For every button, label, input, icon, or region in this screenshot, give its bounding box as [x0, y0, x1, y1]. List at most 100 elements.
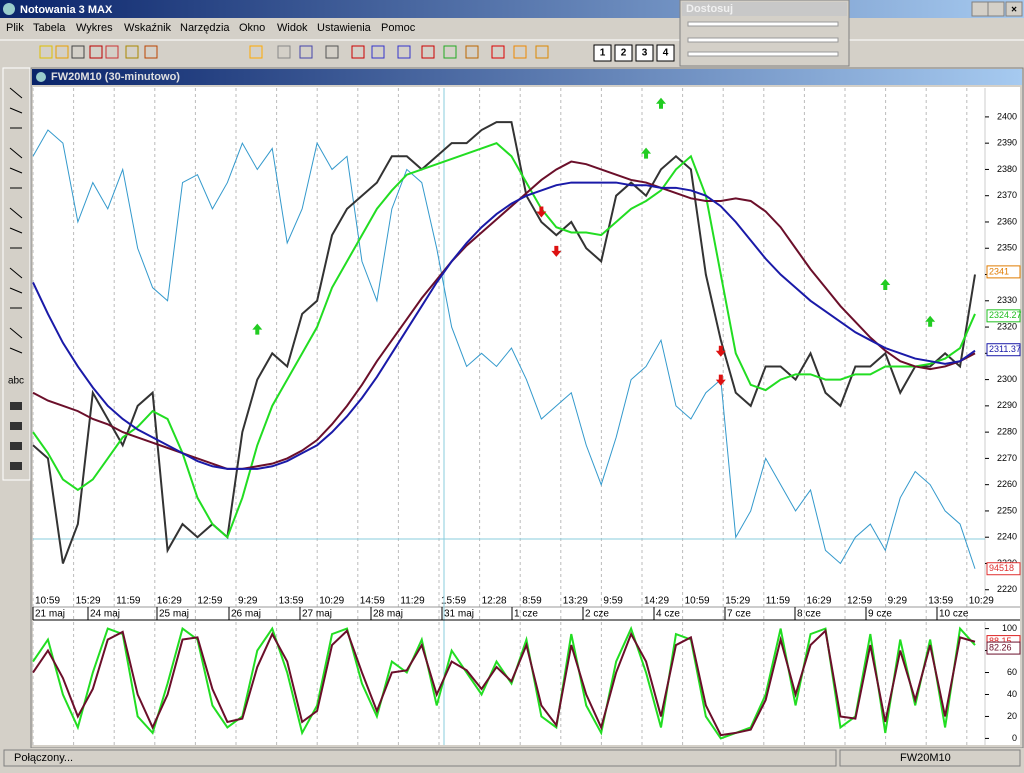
series-line	[32, 121, 976, 564]
number-button[interactable]	[593, 44, 612, 62]
menu-item[interactable]: Plik	[6, 22, 24, 34]
x-time-label: 12:59	[197, 596, 222, 607]
tool-icon[interactable]	[9, 267, 23, 279]
x-date-label: 21 maj	[35, 609, 65, 620]
y-tick-label: 40	[1007, 689, 1017, 699]
value-box-label: 2324.27	[989, 310, 1022, 320]
panel-title: Dostosuj	[686, 3, 733, 15]
tool-icon[interactable]	[535, 45, 549, 59]
tool-icon[interactable]	[10, 402, 22, 410]
x-time-label: 13:59	[279, 596, 304, 607]
y-tick-label: 2250	[997, 505, 1017, 515]
tool-icon[interactable]	[9, 207, 23, 219]
minimize[interactable]	[971, 1, 989, 17]
tool-icon[interactable]	[513, 45, 527, 59]
number-label: 2	[621, 48, 627, 59]
y-tick-label: 2260	[997, 479, 1017, 489]
value-box-label: 94518	[989, 563, 1014, 573]
series-line	[32, 628, 976, 737]
tool-icon[interactable]	[9, 327, 23, 339]
tool-icon[interactable]	[397, 45, 411, 59]
signal-arrow	[641, 147, 652, 159]
menu-item[interactable]: Wykres	[76, 22, 113, 34]
y-tick-label: 2400	[997, 111, 1017, 121]
number-label: 1	[600, 48, 606, 59]
menu-item[interactable]: Wskaźnik	[124, 22, 172, 34]
tool-icon[interactable]	[144, 45, 158, 59]
tool-icon[interactable]	[9, 107, 23, 114]
x-time-label: 13:59	[928, 596, 953, 607]
tool-icon[interactable]	[299, 45, 313, 59]
menu-item[interactable]: Pomoc	[381, 22, 416, 34]
tool-icon[interactable]	[71, 45, 85, 59]
menu-item[interactable]: Okno	[239, 22, 265, 34]
number-label: 4	[663, 48, 669, 59]
slider[interactable]	[687, 37, 839, 43]
tool-icon[interactable]	[351, 45, 365, 59]
tool-icon[interactable]	[9, 87, 23, 99]
signal-arrow	[656, 97, 666, 109]
tool-icon[interactable]	[55, 45, 69, 59]
tool-icon[interactable]	[9, 287, 23, 294]
tool-icon[interactable]	[10, 442, 22, 450]
status-cell	[3, 749, 837, 767]
x-date-label: 7 cze	[727, 609, 751, 620]
tool-icon[interactable]	[491, 45, 505, 59]
y-tick-label: 2390	[997, 138, 1017, 148]
series-line	[32, 160, 976, 470]
close[interactable]	[1005, 1, 1023, 17]
x-time-label: 12:59	[847, 596, 872, 607]
dostosuj-panel: Dostosuj	[679, 0, 850, 67]
x-time-label: 10:29	[969, 596, 994, 607]
window-buttons: ×	[971, 1, 1023, 17]
tool-icon[interactable]	[325, 45, 339, 59]
app-title: Notowania 3 MAX	[20, 4, 113, 16]
tool-icon[interactable]	[9, 167, 23, 174]
number-button[interactable]	[635, 44, 654, 62]
menu-item[interactable]: Widok	[277, 22, 308, 34]
y-tick-label: 20	[1007, 711, 1017, 721]
tool-icon[interactable]	[371, 45, 385, 59]
tool-icon[interactable]	[10, 422, 22, 430]
status-right: FW20M10	[900, 752, 951, 764]
number-button[interactable]	[614, 44, 633, 62]
x-date-label: 25 maj	[159, 609, 189, 620]
tool-icon[interactable]	[125, 45, 139, 59]
signal-arrow	[715, 345, 726, 357]
series-line	[32, 129, 976, 569]
x-time-label: 9:29	[888, 596, 908, 607]
signal-arrow	[252, 323, 263, 335]
tool-icon[interactable]	[10, 462, 22, 470]
plot: 2220223022402250226022702280229023002310…	[32, 88, 1022, 745]
x-date-label: 28 maj	[373, 609, 403, 620]
x-date-label: 27 maj	[302, 609, 332, 620]
status-left: Połączony...	[14, 752, 73, 764]
menu-item[interactable]: Narzędzia	[180, 22, 230, 34]
x-date-label: 4 cze	[656, 609, 680, 620]
menu-item[interactable]: Ustawienia	[317, 22, 372, 34]
x-time-label: 13:29	[563, 596, 588, 607]
tool-icon[interactable]	[277, 45, 291, 59]
y-tick-label: 2290	[997, 400, 1017, 410]
tool-icon[interactable]	[249, 45, 263, 59]
x-date-label: 31 maj	[444, 609, 474, 620]
signal-arrow	[536, 206, 547, 218]
y-tick-label: 2300	[997, 374, 1017, 384]
slider[interactable]	[687, 21, 839, 27]
tool-icon[interactable]	[9, 227, 23, 234]
tool-icon[interactable]	[39, 45, 53, 59]
maximize[interactable]	[987, 1, 1005, 17]
signal-arrow	[880, 279, 891, 291]
tool-icon[interactable]	[421, 45, 435, 59]
value-box	[986, 343, 1021, 357]
slider[interactable]	[687, 51, 839, 57]
tool-icon[interactable]	[9, 347, 23, 354]
tool-icon[interactable]	[465, 45, 479, 59]
tool-icon[interactable]	[89, 45, 103, 59]
tool-icon[interactable]	[9, 147, 23, 159]
number-button[interactable]	[656, 44, 675, 62]
menu-item[interactable]: Tabela	[33, 22, 66, 34]
x-time-label: 14:29	[644, 596, 669, 607]
tool-icon[interactable]	[105, 45, 119, 59]
tool-icon[interactable]	[443, 45, 457, 59]
